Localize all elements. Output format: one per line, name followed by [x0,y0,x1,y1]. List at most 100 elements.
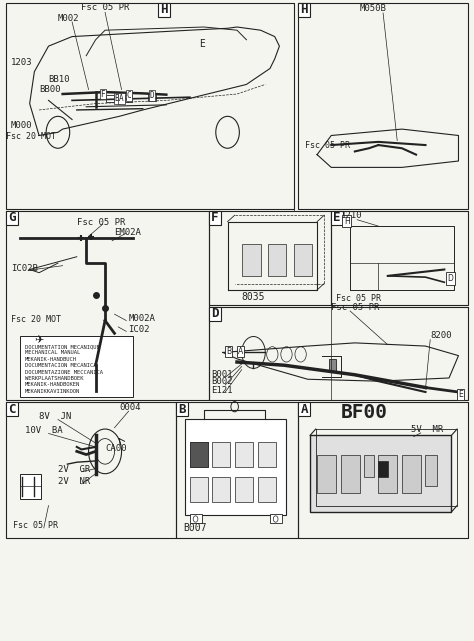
Text: C: C [8,403,16,416]
Text: D: D [447,274,454,283]
Text: DOCUMENTAZIONE MECCANICA: DOCUMENTAZIONE MECCANICA [25,369,103,374]
Text: M000: M000 [11,121,32,130]
Bar [209,211,220,225]
Bar [190,477,208,503]
Bar [185,419,286,515]
Text: DOCUMENTACION MECANICA: DOCUMENTACION MECANICA [25,363,96,368]
Text: H: H [160,3,168,16]
Text: EM02A: EM02A [115,228,141,237]
Bar [125,95,132,103]
Bar [190,442,208,467]
Text: M002: M002 [58,13,80,22]
Text: E: E [458,390,463,399]
Text: D: D [150,91,155,100]
Text: M002A: M002A [128,313,155,322]
Text: MECHANICAL MANUAL: MECHANICAL MANUAL [25,351,80,355]
Text: Fsc 05 PR: Fsc 05 PR [13,521,58,530]
Text: MEKANIK-HANDBOKEN: MEKANIK-HANDBOKEN [25,382,80,387]
Text: IC02: IC02 [128,325,150,334]
Bar [235,442,253,467]
Bar [106,95,114,103]
Bar [235,477,253,503]
Bar [209,211,331,304]
Text: B: B [115,94,119,103]
Bar [270,514,282,524]
Bar [378,461,388,477]
Bar [258,442,276,467]
Bar [6,402,18,416]
Bar [329,359,336,372]
Text: IC02B: IC02B [11,264,38,274]
Text: B007: B007 [183,523,206,533]
Text: M050B: M050B [359,4,386,13]
Bar [317,454,336,493]
Bar [6,3,293,209]
Text: 10V  BA: 10V BA [25,426,63,435]
Text: G: G [8,212,16,224]
Text: E: E [333,212,341,224]
Bar [20,474,41,499]
Text: F: F [211,212,219,224]
Bar [331,211,343,225]
Text: C: C [126,91,131,100]
Text: 1203: 1203 [11,58,32,67]
Bar [258,477,276,503]
Bar [426,454,438,487]
Text: ✈: ✈ [35,335,44,345]
Text: Fsc 05 PR: Fsc 05 PR [336,294,381,303]
Bar [158,3,170,17]
Bar [293,244,312,276]
Bar [298,402,310,416]
Text: E: E [199,40,205,49]
Text: Fsc 05 PR: Fsc 05 PR [331,303,380,312]
Bar [6,402,176,538]
Text: 2V  GR: 2V GR [58,465,90,474]
Bar [20,337,133,397]
Bar [298,3,468,209]
Text: Fsc 05 PR: Fsc 05 PR [77,218,125,227]
Text: Fsc 05 PR: Fsc 05 PR [82,3,130,12]
Text: CA00: CA00 [105,444,127,453]
Text: B001: B001 [211,370,233,379]
Bar [378,454,397,493]
Bar [310,435,451,512]
Bar [298,3,310,17]
Text: A: A [238,347,243,356]
Text: D: D [211,307,219,320]
Text: H: H [344,217,350,226]
Text: B: B [226,347,231,356]
Text: BF00: BF00 [341,403,388,422]
Bar [402,454,421,493]
Text: DOCUMENTATION MECANIQUE: DOCUMENTATION MECANIQUE [25,344,100,349]
Bar [176,402,188,416]
Bar [6,211,209,401]
Bar [364,454,374,477]
Text: B002: B002 [211,378,233,387]
Bar [176,402,298,538]
Text: MEKANIK-HANDBUCH: MEKANIK-HANDBUCH [25,357,77,362]
Text: MEKANIKKAVIINKOON: MEKANIKKAVIINKOON [25,388,80,394]
Bar [6,211,18,225]
Bar [268,244,286,276]
Bar [242,244,261,276]
Bar [209,306,468,401]
Text: 0004: 0004 [119,403,141,412]
Text: F: F [100,90,105,99]
Bar [298,402,468,538]
Text: B: B [178,403,185,416]
Text: Fsc 20 MOT: Fsc 20 MOT [6,131,56,140]
Bar [212,442,230,467]
Text: Fsc 20 MOT: Fsc 20 MOT [11,315,61,324]
Bar [341,454,359,493]
Text: H: H [301,3,308,16]
Bar [190,514,201,524]
Bar [331,211,468,304]
Text: WERKPLAATSHANDBOEK: WERKPLAATSHANDBOEK [25,376,83,381]
Bar [190,442,208,467]
Text: 1210: 1210 [341,212,362,221]
Text: BB10: BB10 [48,75,70,84]
Text: Fsc 05 PR: Fsc 05 PR [305,140,350,149]
Text: 8035: 8035 [242,292,265,302]
Text: A: A [119,94,124,103]
Bar [209,306,220,320]
